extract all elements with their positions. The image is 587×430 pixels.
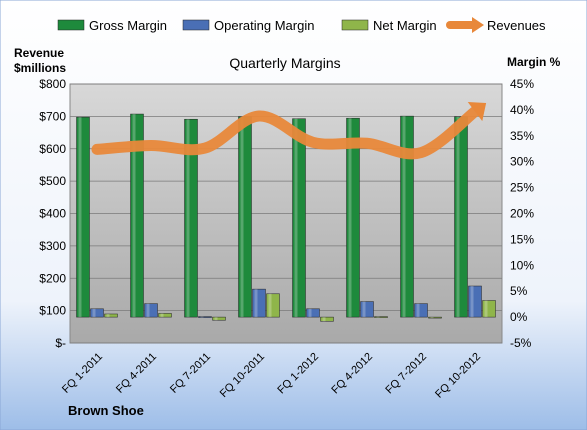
bar-operating-margin bbox=[144, 303, 158, 318]
bar-highlight bbox=[240, 116, 244, 318]
right-tick-label: 40% bbox=[510, 103, 534, 117]
bar-operating-margin bbox=[468, 285, 482, 318]
bar-highlight bbox=[132, 114, 136, 318]
bar-operating-margin bbox=[252, 288, 266, 318]
legend-label: Gross Margin bbox=[89, 18, 167, 33]
bar-highlight bbox=[470, 286, 474, 318]
bar-net-margin bbox=[428, 316, 442, 319]
left-tick-label: $400 bbox=[39, 207, 66, 221]
bar-gross-margin bbox=[400, 115, 414, 318]
bar-highlight bbox=[376, 316, 380, 318]
bar-operating-margin bbox=[414, 303, 428, 318]
right-tick-label: 20% bbox=[510, 207, 534, 221]
left-axis-label-line-1: Revenue bbox=[14, 46, 64, 60]
bar-highlight bbox=[146, 303, 150, 318]
legend-swatch-arrow bbox=[472, 17, 484, 33]
bar-highlight bbox=[402, 116, 406, 318]
bar-highlight bbox=[254, 289, 258, 318]
bar-gross-margin bbox=[130, 113, 144, 318]
revenue-line bbox=[91, 101, 487, 160]
revenue-line-path bbox=[91, 106, 481, 160]
left-tick-label: $200 bbox=[39, 271, 66, 285]
bar-operating-margin bbox=[360, 301, 374, 318]
bar-gross-margin bbox=[76, 116, 90, 318]
legend-swatch bbox=[57, 19, 85, 31]
bar-net-margin bbox=[266, 293, 280, 318]
right-tick-label: 35% bbox=[510, 129, 534, 143]
bar-highlight bbox=[430, 317, 434, 319]
bar-net-margin bbox=[104, 313, 118, 318]
chart-title: Quarterly Margins bbox=[229, 55, 340, 71]
bar-highlight bbox=[78, 117, 82, 318]
legend-label: Operating Margin bbox=[214, 18, 314, 33]
legend: Gross Margin Operating Margin Net Margin Re… bbox=[57, 17, 546, 33]
bar-highlight bbox=[106, 313, 110, 318]
bar-highlight bbox=[416, 303, 420, 318]
bar-net-margin bbox=[320, 316, 334, 322]
bar-highlight bbox=[294, 118, 298, 318]
right-tick-label: 30% bbox=[510, 155, 534, 169]
bar-operating-margin bbox=[90, 308, 104, 318]
bar-gross-margin bbox=[184, 118, 198, 318]
right-tick-label: 45% bbox=[510, 77, 534, 91]
bar-gross-margin bbox=[346, 117, 360, 318]
bar-net-margin bbox=[482, 300, 496, 318]
left-tick-label: $100 bbox=[39, 304, 66, 318]
legend-swatch bbox=[341, 19, 369, 31]
bar-highlight bbox=[160, 313, 164, 318]
left-axis-label-line-2: $millions bbox=[14, 61, 66, 75]
bar-highlight bbox=[484, 300, 488, 318]
bar-highlight bbox=[92, 308, 96, 318]
bar-highlight bbox=[362, 301, 366, 318]
left-tick-label: $600 bbox=[39, 142, 66, 156]
bar-net-margin bbox=[158, 313, 172, 318]
legend-label: Net Margin bbox=[373, 18, 437, 33]
right-tick-label: -5% bbox=[510, 336, 532, 350]
left-tick-label: $500 bbox=[39, 174, 66, 188]
right-axis-label: Margin % bbox=[507, 55, 561, 69]
legend-label: Revenues bbox=[487, 18, 546, 33]
bar-highlight bbox=[200, 316, 204, 318]
bar-gross-margin bbox=[292, 118, 306, 318]
left-tick-label: $300 bbox=[39, 239, 66, 253]
right-tick-label: 0% bbox=[510, 310, 528, 324]
bar-highlight bbox=[308, 308, 312, 318]
bars bbox=[76, 113, 496, 322]
footer-label: Brown Shoe bbox=[68, 403, 144, 418]
bar-highlight bbox=[456, 116, 460, 318]
right-tick-label: 15% bbox=[510, 232, 534, 246]
left-tick-label: $700 bbox=[39, 109, 66, 123]
bar-highlight bbox=[214, 317, 218, 321]
bar-highlight bbox=[268, 293, 272, 318]
right-tick-label: 25% bbox=[510, 181, 534, 195]
legend-swatch bbox=[182, 19, 210, 31]
bar-highlight bbox=[186, 119, 190, 318]
bar-operating-margin bbox=[198, 316, 212, 318]
bar-highlight bbox=[348, 118, 352, 318]
left-tick-label: $800 bbox=[39, 77, 66, 91]
bar-net-margin bbox=[374, 316, 388, 318]
left-tick-label: $- bbox=[55, 336, 66, 350]
bar-operating-margin bbox=[306, 308, 320, 318]
right-tick-label: 10% bbox=[510, 258, 534, 272]
revenue-arrowhead bbox=[467, 101, 487, 122]
bar-highlight bbox=[322, 317, 326, 322]
bar-gross-margin bbox=[238, 116, 252, 318]
right-tick-label: 5% bbox=[510, 284, 528, 298]
bar-gross-margin bbox=[454, 116, 468, 318]
bar-net-margin bbox=[212, 316, 226, 321]
